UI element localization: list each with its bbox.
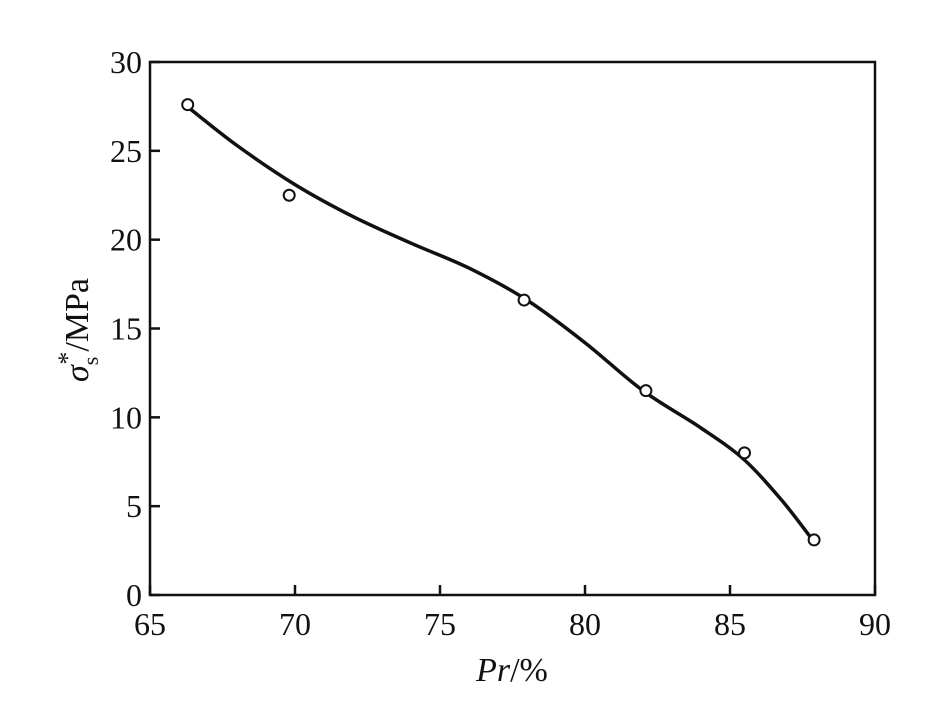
plot-frame: [148, 60, 877, 597]
fitted-curve: [183, 102, 813, 540]
data-point-2: [282, 188, 296, 202]
y-tick-label-10: 10: [110, 399, 142, 435]
x-tick-label-75: 75: [424, 606, 456, 642]
data-point-6: [807, 533, 821, 547]
data-point-4: [639, 384, 653, 398]
data-point-1: [181, 98, 195, 112]
x-tick-label-85: 85: [714, 606, 746, 642]
y-tick-label-0: 0: [126, 577, 142, 613]
x-tick-label-65: 65: [134, 606, 166, 642]
x-axis-label: Pr/%: [475, 652, 548, 689]
y-tick-label-30: 30: [110, 44, 142, 80]
points-layer: [181, 98, 821, 547]
y-tick-label-20: 20: [110, 222, 142, 258]
x-tick-label-90: 90: [859, 606, 891, 642]
curve-layer: [183, 102, 813, 540]
y-tick-label-15: 15: [110, 311, 142, 347]
x-tick-label-70: 70: [279, 606, 311, 642]
y-tick-label-5: 5: [126, 488, 142, 524]
data-point-3: [517, 293, 531, 307]
y-tick-label-25: 25: [110, 133, 142, 169]
ticks-layer: 65 70 75 80 85 90 0 5 10 15 20 25 30: [110, 44, 891, 642]
x-tick-label-80: 80: [569, 606, 601, 642]
data-point-5: [738, 446, 751, 460]
y-axis-label: σs*/MPa: [53, 278, 103, 382]
